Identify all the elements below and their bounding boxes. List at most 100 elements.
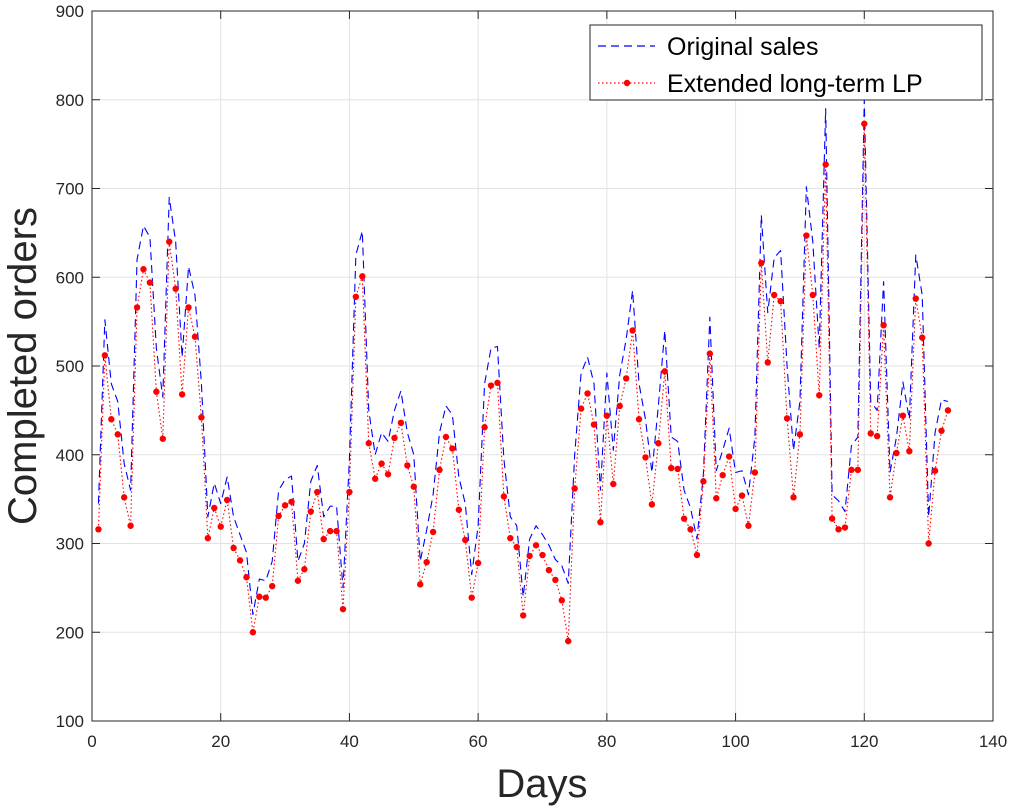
data-point-extended-lp [835,526,842,533]
data-point-extended-lp [474,559,482,567]
data-point-extended-lp [867,430,874,437]
data-point-extended-lp [449,445,456,452]
data-point-extended-lp [886,494,894,501]
data-point-extended-lp [655,440,662,447]
data-point-extended-lp [236,557,244,564]
data-point-extended-lp [577,405,585,412]
data-point-extended-lp [661,368,668,375]
data-point-extended-lp [507,534,514,542]
data-point-extended-lp [294,577,302,584]
data-point-extended-lp [159,435,166,442]
data-point-extended-lp [191,333,199,340]
data-point-extended-lp [841,524,849,531]
data-point-extended-lp [912,295,919,302]
data-point-extended-lp [281,502,289,509]
data-point-extended-lp [339,605,347,613]
data-point-extended-lp [603,412,611,419]
legend-box [589,24,983,101]
data-point-extended-lp [307,508,315,515]
data-point-extended-lp [204,534,212,542]
data-point-extended-lp [249,629,257,636]
data-point-extended-lp [590,421,598,428]
data-point-extended-lp [616,402,623,410]
data-point-extended-lp [552,576,559,584]
data-point-extended-lp [262,594,269,601]
data-point-extended-lp [899,412,907,419]
data-point-extended-lp [519,612,527,619]
x-tick-label: 20 [211,732,230,751]
data-point-extended-lp [410,483,417,490]
data-point-extended-lp [333,527,340,535]
data-point-extended-lp [906,448,913,455]
data-point-extended-lp [359,273,366,280]
data-point-extended-lp [642,454,649,461]
data-point-extended-lp [269,582,276,590]
data-point-extended-lp [217,523,224,530]
y-tick-label: 600 [56,268,84,287]
series-layer [95,99,952,645]
x-tick-label: 60 [469,732,488,751]
data-point-extended-lp [314,488,321,496]
data-point-extended-lp [931,467,939,474]
data-point-extended-lp [597,519,604,526]
data-point-extended-lp [764,359,771,366]
data-point-extended-lp [668,464,675,472]
data-point-extended-lp [185,304,192,311]
data-point-extended-lp [880,321,887,329]
y-tick-label: 900 [56,2,84,21]
data-point-extended-lp [127,522,134,529]
x-tick-label: 120 [850,732,878,751]
data-point-extended-lp [378,460,385,467]
y-tick-label: 500 [56,357,84,376]
data-point-extended-lp [346,488,353,496]
data-point-extended-lp [114,431,121,438]
y-tick-label: 700 [56,180,84,199]
series-line-original-sales [97,99,949,616]
x-tick-label: 140 [979,732,1007,751]
data-point-extended-lp [861,120,868,127]
data-point-extended-lp [223,496,231,504]
data-point-extended-lp [571,485,578,492]
data-point-extended-lp [417,581,424,588]
data-point-extended-lp [648,501,656,508]
axis-ticks: 0 20 40 60 80 100 120 140 100 200 300 400 500 600 700 8… [56,2,1008,751]
y-axis-label: Completed orders [1,207,45,525]
data-point-extended-lp [256,593,263,600]
data-point-extended-lp [275,512,282,520]
data-point-extended-lp [816,392,823,399]
data-point-extended-lp [803,232,810,239]
data-point-extended-lp [925,540,932,547]
data-point-extended-lp [790,494,797,501]
data-point-extended-lp [494,379,501,387]
y-tick-label: 800 [56,91,84,110]
data-point-extended-lp [320,535,327,543]
data-point-extended-lp [828,515,836,522]
x-tick-label: 100 [721,732,749,751]
data-point-extended-lp [565,637,572,645]
data-point-extended-lp [481,424,488,431]
data-point-extended-lp [693,551,701,559]
data-point-extended-lp [854,466,862,474]
data-point-extended-lp [153,388,160,395]
data-point-extended-lp [532,542,540,549]
data-point-extended-lp [500,493,508,500]
legend-label-extended-lp: Extended long-term LP [667,70,923,98]
data-point-extended-lp [610,480,617,488]
data-point-extended-lp [230,544,237,552]
data-point-extended-lp [745,522,752,529]
data-point-extended-lp [108,416,115,423]
data-point-extended-lp [796,431,804,438]
data-point-extended-lp [371,475,379,482]
data-point-extended-lp [468,594,475,601]
data-point-extended-lp [938,427,945,434]
data-point-extended-lp [326,527,334,535]
data-point-extended-lp [178,391,186,398]
data-point-extended-lp [442,433,450,441]
y-tick-label: 200 [56,623,84,642]
data-point-extended-lp [198,414,205,421]
data-point-extended-lp [777,298,784,305]
x-tick-label: 80 [597,732,616,751]
data-point-extended-lp [95,526,102,533]
data-point-extended-lp [146,279,154,286]
